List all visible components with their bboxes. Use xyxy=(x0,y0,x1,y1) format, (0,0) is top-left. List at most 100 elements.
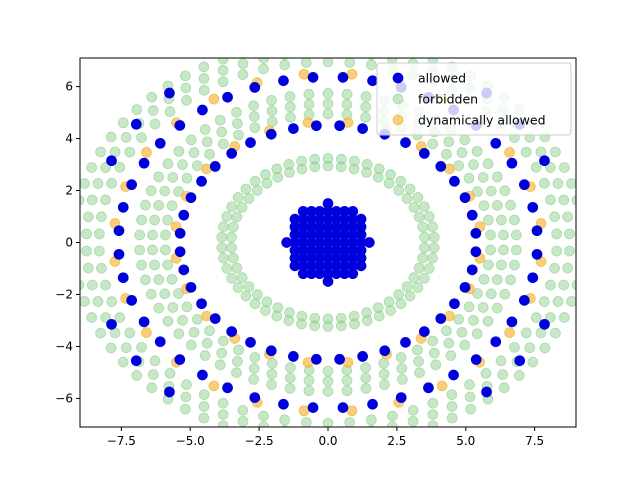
point-allowed xyxy=(174,120,186,131)
point-allowed xyxy=(334,120,346,132)
point-forbidden xyxy=(428,242,440,254)
point-forbidden xyxy=(361,315,373,327)
point-forbidden xyxy=(550,327,561,339)
point-forbidden xyxy=(385,305,396,316)
point-allowed xyxy=(506,316,518,328)
point-forbidden xyxy=(520,146,532,158)
point-forbidden xyxy=(344,417,356,427)
point-forbidden xyxy=(124,146,136,158)
point-forbidden xyxy=(412,192,424,203)
point-forbidden xyxy=(188,326,200,338)
point-forbidden xyxy=(201,136,213,148)
point-forbidden xyxy=(188,147,200,159)
point-allowed xyxy=(379,345,391,357)
point-forbidden xyxy=(566,296,576,307)
point-forbidden xyxy=(226,272,238,284)
point-forbidden xyxy=(173,145,185,157)
point-allowed xyxy=(197,104,208,116)
point-forbidden xyxy=(136,259,147,271)
y-tick-label: −2 xyxy=(55,287,73,301)
legend: allowed forbidden dynamically allowed xyxy=(376,62,572,136)
point-forbidden xyxy=(266,116,278,128)
point-forbidden xyxy=(545,194,556,206)
point-forbidden xyxy=(162,214,174,226)
point-forbidden xyxy=(423,211,435,222)
point-forbidden xyxy=(378,357,390,369)
point-allowed xyxy=(435,161,447,172)
point-forbidden xyxy=(497,369,509,380)
point-forbidden xyxy=(322,108,334,120)
point-forbidden xyxy=(464,391,476,403)
point-allowed xyxy=(310,353,322,365)
point-forbidden xyxy=(198,85,210,96)
point-allowed xyxy=(531,225,543,237)
point-allowed xyxy=(449,298,460,310)
point-forbidden xyxy=(166,274,178,285)
point-forbidden xyxy=(232,118,243,129)
point-forbidden xyxy=(505,199,516,211)
point-forbidden xyxy=(86,312,98,323)
point-forbidden xyxy=(412,344,423,356)
point-forbidden xyxy=(303,375,315,386)
point-forbidden xyxy=(285,112,296,123)
point-forbidden xyxy=(249,122,261,133)
point-forbidden xyxy=(464,379,475,390)
point-forbidden xyxy=(284,383,296,394)
point-forbidden xyxy=(427,335,439,347)
point-forbidden xyxy=(258,63,269,75)
point-forbidden xyxy=(181,172,193,184)
point-allowed xyxy=(539,318,550,330)
point-forbidden xyxy=(428,231,440,243)
point-forbidden xyxy=(185,339,197,351)
point-forbidden xyxy=(344,58,356,68)
point-forbidden xyxy=(496,259,507,271)
point-forbidden xyxy=(499,288,511,300)
point-forbidden xyxy=(185,134,197,146)
point-allowed xyxy=(138,316,150,328)
point-allowed xyxy=(174,354,186,365)
point-allowed xyxy=(245,337,256,348)
point-forbidden xyxy=(491,274,503,285)
point-forbidden xyxy=(564,245,575,257)
y-tick-label: 4 xyxy=(65,132,73,146)
point-forbidden xyxy=(482,315,494,327)
point-allowed xyxy=(209,313,221,324)
point-forbidden xyxy=(341,375,353,386)
point-forbidden xyxy=(360,372,372,384)
point-forbidden xyxy=(147,369,159,380)
point-forbidden xyxy=(549,211,560,223)
point-forbidden xyxy=(146,382,158,394)
point-forbidden xyxy=(510,244,522,256)
point-forbidden xyxy=(214,114,226,126)
point-forbidden xyxy=(427,252,438,264)
point-forbidden xyxy=(550,146,561,158)
point-forbidden xyxy=(498,244,509,256)
point-forbidden xyxy=(167,172,179,183)
point-forbidden xyxy=(80,178,90,189)
point-forbidden xyxy=(408,201,420,213)
point-forbidden xyxy=(491,200,503,211)
point-forbidden xyxy=(322,386,334,397)
point-forbidden xyxy=(417,221,429,233)
point-allowed xyxy=(197,369,208,381)
point-forbidden xyxy=(395,175,407,187)
point-forbidden xyxy=(145,185,157,197)
point-forbidden xyxy=(201,337,213,349)
point-forbidden xyxy=(153,302,165,314)
point-dynamically-allowed xyxy=(504,327,515,338)
point-forbidden xyxy=(216,126,228,138)
point-forbidden xyxy=(266,357,278,369)
point-forbidden xyxy=(147,244,158,256)
point-allowed xyxy=(209,161,221,172)
point-allowed xyxy=(117,201,129,213)
point-forbidden xyxy=(181,379,192,390)
point-forbidden xyxy=(558,194,570,206)
point-forbidden xyxy=(413,262,425,274)
point-forbidden xyxy=(471,328,483,340)
point-allowed xyxy=(130,355,142,367)
x-tick-label: −2.5 xyxy=(245,434,274,448)
point-forbidden xyxy=(322,58,334,68)
point-forbidden xyxy=(472,288,483,299)
point-forbidden xyxy=(140,274,151,286)
point-forbidden xyxy=(322,88,334,99)
